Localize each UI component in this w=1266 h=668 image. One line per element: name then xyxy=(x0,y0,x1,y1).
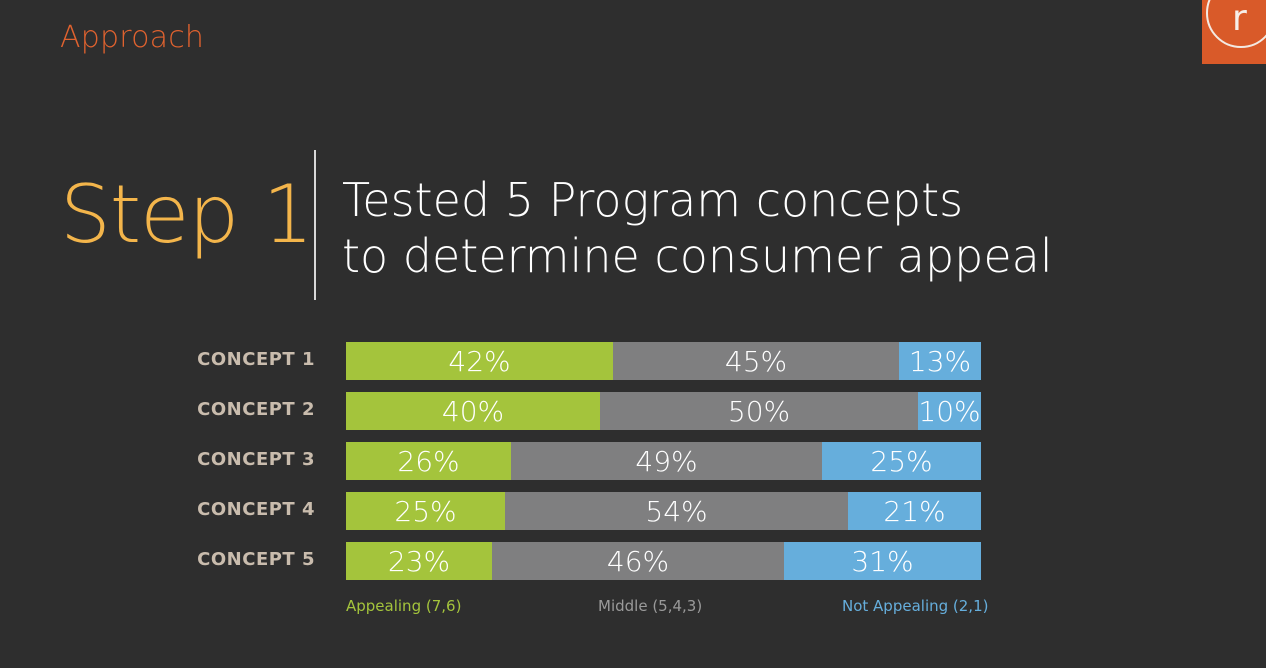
bar-middle-concept-3: 49% xyxy=(511,442,822,480)
data-label-notappealing-concept-3: 25% xyxy=(870,444,933,478)
data-label-appealing-concept-1: 42% xyxy=(448,344,511,378)
data-label-appealing-concept-3: 26% xyxy=(397,444,460,478)
step-title: Step 1 xyxy=(60,168,313,261)
logo-letter: r xyxy=(1232,0,1247,39)
bar-notappealing-concept-1: 13% xyxy=(899,342,981,380)
data-label-middle-concept-5: 46% xyxy=(606,544,670,578)
bar-notappealing-concept-3: 25% xyxy=(822,442,981,480)
bar-appealing-concept-5: 23% xyxy=(346,542,492,580)
bar-middle-concept-4: 54% xyxy=(505,492,848,530)
bar-middle-concept-5: 46% xyxy=(492,542,784,580)
data-label-middle-concept-3: 49% xyxy=(635,444,698,478)
headline-line-1: Tested 5 Program concepts xyxy=(342,173,964,227)
brand-logo: r xyxy=(1202,0,1266,64)
bar-notappealing-concept-5: 31% xyxy=(784,542,981,580)
bar-notappealing-concept-4: 21% xyxy=(848,492,981,530)
legend-not-appealing: Not Appealing (2,1) xyxy=(842,597,989,615)
bar-appealing-concept-3: 26% xyxy=(346,442,511,480)
headline: Tested 5 Program concepts to determine c… xyxy=(342,172,1053,284)
row-label-concept-5: CONCEPT 5 xyxy=(197,549,315,570)
row-label-concept-2: CONCEPT 2 xyxy=(197,399,315,420)
bar-appealing-concept-1: 42% xyxy=(346,342,613,380)
bar-middle-concept-2: 50% xyxy=(600,392,918,430)
title-divider xyxy=(314,150,316,300)
data-label-middle-concept-1: 45% xyxy=(724,344,788,378)
data-label-appealing-concept-5: 23% xyxy=(387,544,451,578)
row-label-concept-4: CONCEPT 4 xyxy=(197,499,315,520)
logo-ring-icon xyxy=(1206,0,1266,48)
data-label-middle-concept-2: 50% xyxy=(727,394,791,428)
legend-appealing: Appealing (7,6) xyxy=(346,597,462,615)
section-label: Approach xyxy=(60,20,205,55)
headline-line-2: to determine consumer appeal xyxy=(342,229,1053,283)
data-label-notappealing-concept-1: 13% xyxy=(908,344,972,378)
data-label-notappealing-concept-5: 31% xyxy=(851,544,914,578)
bar-middle-concept-1: 45% xyxy=(613,342,899,380)
data-label-notappealing-concept-4: 21% xyxy=(883,494,946,528)
data-label-notappealing-concept-2: 10% xyxy=(918,394,981,428)
bar-appealing-concept-2: 40% xyxy=(346,392,600,430)
data-label-middle-concept-4: 54% xyxy=(645,494,708,528)
row-label-concept-3: CONCEPT 3 xyxy=(197,449,315,470)
data-label-appealing-concept-2: 40% xyxy=(441,394,505,428)
legend-middle: Middle (5,4,3) xyxy=(598,597,703,615)
bar-appealing-concept-4: 25% xyxy=(346,492,505,530)
row-label-concept-1: CONCEPT 1 xyxy=(197,349,315,370)
data-label-appealing-concept-4: 25% xyxy=(394,494,457,528)
bar-notappealing-concept-2: 10% xyxy=(918,392,981,430)
